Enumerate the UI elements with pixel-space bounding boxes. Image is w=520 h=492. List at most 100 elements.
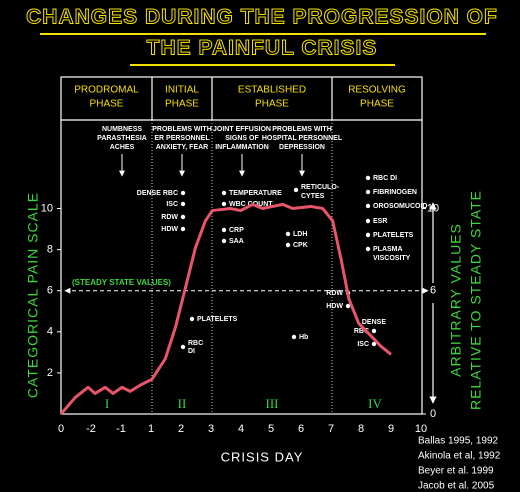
x-tick-label: -2 (86, 423, 96, 435)
marker-dot (291, 334, 297, 340)
marker-label: DENSE RBC (137, 190, 178, 197)
marker-label: CRP (229, 227, 244, 234)
reference: Akinola et al, 1992 (418, 451, 501, 462)
stage-label: I (105, 396, 109, 411)
y-tick-label: 8 (47, 244, 53, 256)
x-tick-label: 0 (58, 423, 64, 435)
y-axis-label: CATEGORICAL PAIN SCALE (25, 192, 41, 398)
marker-dot (365, 189, 371, 195)
marker-label: RBC (188, 340, 203, 347)
phase-label: INITIAL (165, 85, 199, 96)
x-axis-label: CRISIS DAY (221, 449, 304, 464)
pain-curve (59, 202, 392, 415)
marker-label: VISCOSITY (373, 255, 411, 262)
phase-frame (60, 76, 423, 415)
marker-dot (365, 203, 371, 209)
marker-label: RBC (354, 328, 369, 335)
marker-label: PLATELETS (197, 316, 238, 323)
x-tick-label: 2 (178, 423, 184, 435)
stage-label: II (178, 396, 187, 411)
x-tick-label: 6 (298, 423, 304, 435)
phase-label: PHASE (90, 99, 124, 110)
event-label: SIGNS OF (225, 135, 259, 142)
chart-title: THE PAINFUL CRISIS (147, 37, 378, 60)
marker-label: ISC (357, 341, 369, 348)
stage-label: IV (368, 396, 382, 411)
marker-dot (189, 316, 195, 322)
marker-label: ESR (373, 218, 387, 225)
x-tick-label: -1 (116, 423, 126, 435)
marker-dot (371, 328, 377, 334)
marker-dot (180, 190, 186, 196)
phase-label: PHASE (360, 99, 394, 110)
marker-label: RBC DI (373, 175, 397, 182)
marker-label: LDH (293, 231, 307, 238)
x-tick-label: 8 (358, 423, 364, 435)
marker-dot (365, 232, 371, 238)
marker-dot (371, 341, 377, 347)
phase-label: PRODROMAL (74, 85, 139, 96)
marker-dot (221, 190, 227, 196)
marker-dot (365, 218, 371, 224)
marker-dot (180, 201, 186, 207)
stage-label: III (266, 396, 279, 411)
marker-dot (285, 242, 291, 248)
marker-dot (285, 231, 291, 237)
event-label: HOSPITAL PERSONNEL (262, 135, 343, 142)
marker-dot (180, 214, 186, 220)
marker-dot (180, 226, 186, 232)
marker-dot (221, 238, 227, 244)
phase-label: RESOLVING (348, 85, 406, 96)
marker-label: PLATELETS (373, 232, 414, 239)
y2-axis-label: ARBITRARY VALUES (448, 223, 464, 377)
marker-label: CPK (293, 242, 308, 249)
marker-label: DENSE (362, 319, 386, 326)
marker-label: FIBRINOGEN (373, 189, 417, 196)
y-tick-label: 6 (47, 285, 53, 297)
phase-label: PHASE (255, 99, 289, 110)
event-label: PROBLEMS WITH (272, 126, 332, 133)
x-tick-label: 9 (388, 423, 394, 435)
event-label: PARASTHESIA (97, 135, 147, 142)
marker-label: DI (188, 348, 195, 355)
reference: Beyer et al. 1999 (418, 466, 494, 477)
phase-label: ESTABLISHED (238, 85, 306, 96)
marker-label: RDW (161, 214, 178, 221)
marker-dot (221, 227, 227, 233)
x-tick-label: 1 (148, 423, 154, 435)
x-tick-label: 4 (238, 423, 244, 435)
marker-dot (365, 246, 371, 252)
event-label: PROBLEMS WITH (152, 126, 212, 133)
marker-label: Hb (299, 334, 308, 341)
y-tick-label: 2 (47, 367, 53, 379)
y2-tick-label: 0 (430, 408, 436, 420)
event-label: ANXIETY, FEAR (156, 144, 209, 151)
marker-dot (221, 201, 227, 207)
x-tick-label: 5 (268, 423, 274, 435)
steady-state-label: (STEADY STATE VALUES) (72, 278, 171, 287)
event-label: JOINT EFFUSION (213, 126, 271, 133)
event-label: INFLAMMATION (215, 144, 269, 151)
marker-label: TEMPERATURE (229, 190, 282, 197)
y2-tick-label: 6 (430, 285, 436, 297)
reference: Jacob et al. 2005 (418, 481, 495, 492)
x-tick-label: 10 (415, 423, 427, 435)
marker-label: PLASMA (373, 246, 403, 253)
event-label: DEPRESSION (279, 144, 325, 151)
event-label: ACHES (110, 144, 135, 151)
phase-label: PHASE (165, 99, 199, 110)
marker-dot (180, 344, 186, 350)
chart-title: CHANGES DURING THE PROGRESSION OF (26, 6, 498, 29)
event-label: ER PERSONNEL (154, 135, 210, 142)
y-tick-label: 4 (47, 326, 53, 338)
x-tick-label: 7 (328, 423, 334, 435)
marker-label: ISC (166, 201, 178, 208)
event-label: NUMBNESS (102, 126, 142, 133)
reference: Ballas 1995, 1992 (418, 436, 499, 447)
marker-label: RETICULO- (301, 184, 340, 191)
marker-dot (293, 187, 299, 193)
marker-dot (365, 175, 371, 181)
x-tick-label: 3 (208, 423, 214, 435)
